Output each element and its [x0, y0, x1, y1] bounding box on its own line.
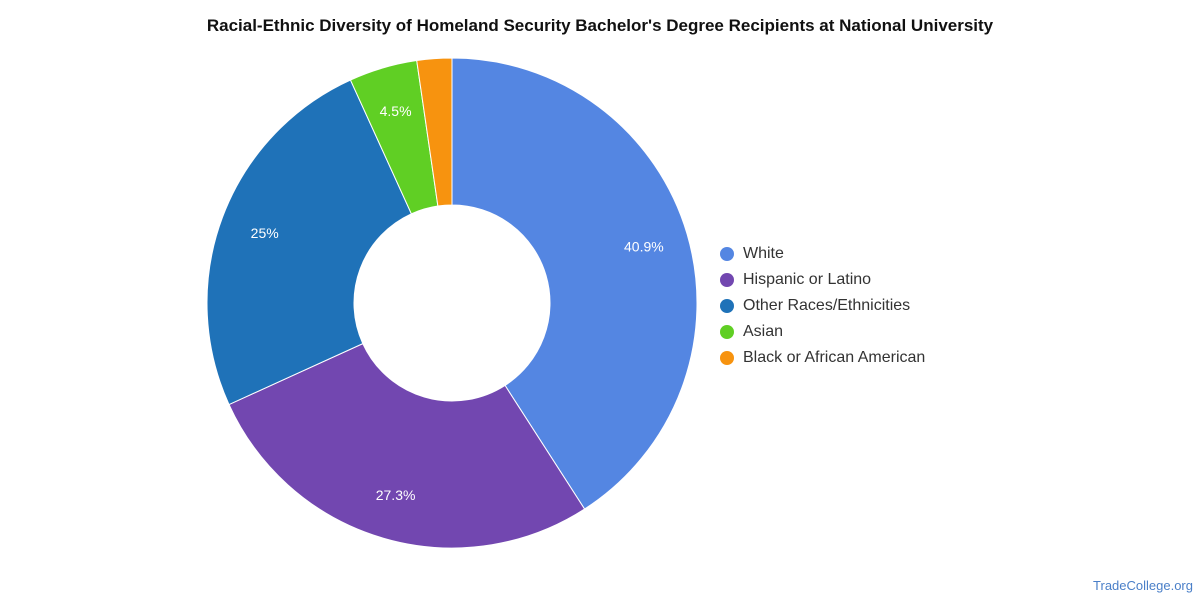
legend-label: Hispanic or Latino: [743, 271, 872, 288]
legend-item-black-or-african-american[interactable]: Black or African American: [720, 345, 925, 371]
legend-label: Black or African American: [743, 349, 926, 366]
chart-legend: White Hispanic or Latino Other Races/Ethni…: [720, 241, 925, 371]
slice-label-white: 40.9%: [624, 239, 664, 255]
legend-swatch: [720, 299, 734, 313]
slice-label-other-races-ethnicities: 25%: [251, 225, 279, 241]
slice-label-asian: 4.5%: [380, 103, 412, 119]
source-credit[interactable]: TradeCollege.org: [1093, 578, 1193, 593]
slice-black-or-african-american[interactable]: [416, 57, 453, 207]
legend-item-asian[interactable]: Asian: [720, 319, 925, 345]
slice-labels: 40.9% 27.3% 25% 4.5%: [251, 103, 664, 503]
legend-swatch: [720, 325, 734, 339]
legend-item-white[interactable]: White: [720, 241, 925, 267]
legend-label: Other Races/Ethnicities: [743, 297, 911, 314]
chart-title: Racial-Ethnic Diversity of Homeland Secu…: [206, 16, 994, 35]
legend-label: White: [743, 245, 784, 262]
legend-swatch: [720, 351, 734, 365]
slice-label-hispanic-or-latino: 27.3%: [376, 487, 416, 503]
legend-label: Asian: [743, 323, 784, 340]
donut-slices: [206, 57, 698, 549]
legend-item-hispanic-or-latino[interactable]: Hispanic or Latino: [720, 267, 925, 293]
legend-item-other-races-ethnicities[interactable]: Other Races/Ethnicities: [720, 293, 925, 319]
slice-other-races-ethnicities[interactable]: [206, 79, 413, 406]
legend-swatch: [720, 247, 734, 261]
slice-white[interactable]: [451, 57, 698, 510]
legend-swatch: [720, 273, 734, 287]
slice-hispanic-or-latino[interactable]: [228, 342, 586, 549]
